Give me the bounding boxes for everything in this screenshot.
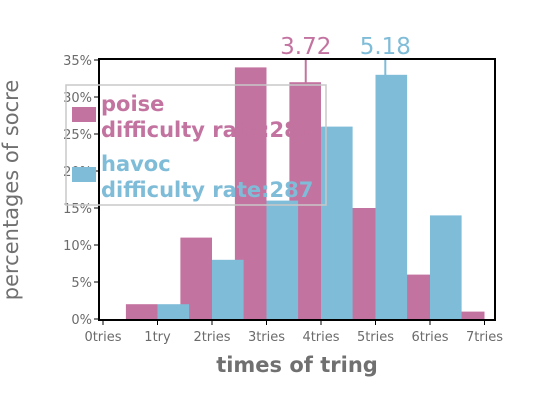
x-tick-label: 3tries (248, 330, 285, 345)
legend-subtitle-poise: difficulty rate:286 (101, 118, 313, 142)
legend-subtitle-havoc: difficulty rate:287 (101, 178, 313, 202)
x-tick-label: 2tries (193, 330, 230, 345)
bar-havoc-5tries (375, 74, 408, 319)
legend: poise difficulty rate:286 havoc difficul… (65, 84, 327, 206)
x-axis-title: times of tring (216, 353, 378, 377)
legend-label-poise: poise (101, 92, 164, 116)
y-tick-label: 25% (63, 128, 92, 143)
bar-poise-1try (125, 304, 158, 319)
y-tick-label: 5% (71, 276, 92, 291)
legend-swatch-poise (72, 107, 96, 122)
mean-lines-layer: 3.72 5.18 (280, 34, 411, 319)
y-tick-label: 0% (71, 313, 92, 328)
y-tick-label: 35% (63, 54, 92, 69)
y-axis-title: percentages of socre (0, 80, 23, 301)
x-tick-label: 6tries (411, 330, 448, 345)
bar-poise-7tries (452, 311, 485, 319)
plot-frame (98, 58, 496, 321)
bars-layer (125, 67, 485, 320)
y-axis-ticks: 0%5%10%15%20%25%30%35% (63, 54, 99, 328)
y-tick-label: 30% (63, 91, 92, 106)
mean-label-poise: 3.72 (280, 34, 331, 60)
x-axis-ticks: 0tries 1try 2tries 3tries 4tries 5tries 6tries… (84, 320, 503, 345)
x-tick-label: 4tries (302, 330, 339, 345)
mean-label-havoc: 5.18 (360, 34, 411, 60)
legend-swatch-havoc (72, 167, 96, 182)
bar-havoc-2tries (212, 259, 244, 319)
legend-frame (65, 84, 327, 206)
x-tick-label: 1try (144, 330, 171, 345)
y-tick-label: 10% (63, 239, 92, 254)
bar-havoc-1try (157, 304, 190, 319)
x-tick-label: 0tries (84, 330, 121, 345)
legend-label-havoc: havoc (101, 152, 171, 176)
bar-havoc-3tries (266, 200, 299, 319)
bar-havoc-6tries (430, 215, 462, 319)
x-tick-label: 7tries (466, 330, 503, 345)
x-tick-label: 5tries (357, 330, 394, 345)
